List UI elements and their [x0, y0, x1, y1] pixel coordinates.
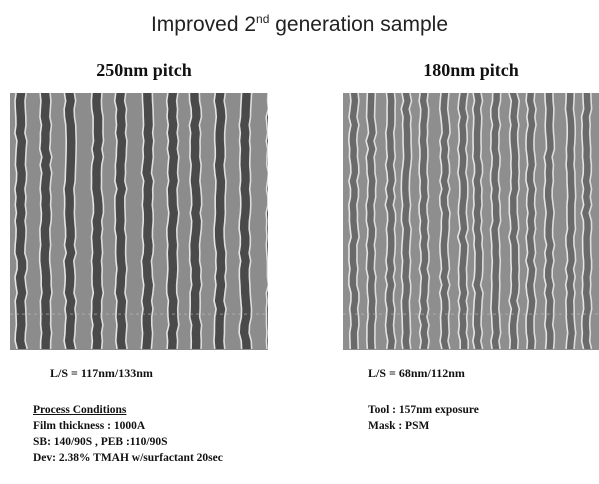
sem-texture: [213, 93, 227, 349]
tool-info: Tool : 157nm exposure Mask : PSM: [368, 402, 479, 434]
sem-texture: [265, 93, 268, 350]
sem-texture: [123, 93, 128, 350]
sem-texture: [90, 93, 95, 350]
process-conditions: Process Conditions Film thickness : 1000…: [33, 402, 223, 466]
sem-texture: [384, 93, 389, 350]
sem-texture: [408, 93, 413, 350]
sem-texture: [63, 93, 68, 350]
condition: Film thickness : 1000A: [33, 420, 146, 432]
sem-texture: [24, 93, 28, 350]
tool-line: Tool : 157nm exposure: [368, 404, 479, 416]
sem-texture: [508, 93, 513, 350]
sem-texture: [446, 93, 451, 350]
tool-line: Mask : PSM: [368, 420, 430, 432]
line-space: L/S = 117nm/133nm: [50, 366, 153, 380]
sem-texture: [464, 93, 469, 350]
sem-texture: [14, 93, 28, 349]
panel-heading: 250nm pitch: [96, 60, 192, 80]
sem-texture: [140, 93, 145, 350]
sem-texture: [63, 93, 77, 349]
sem-texture: [400, 93, 405, 350]
sem-texture: [347, 93, 352, 350]
sem-texture: [365, 93, 370, 350]
sem-texture: [223, 93, 228, 350]
sem-texture: [457, 93, 469, 349]
sem-texture: [543, 93, 548, 350]
sem-texture: [580, 93, 585, 350]
sem-texture: [73, 93, 78, 350]
sem-texture: [343, 93, 599, 350]
sem-texture: [166, 93, 179, 349]
sem-texture: [238, 93, 243, 350]
sem-image: [10, 93, 268, 350]
sem-texture: [581, 93, 592, 349]
sem-texture: [239, 93, 252, 349]
sem-texture: [572, 93, 577, 350]
sem-texture: [91, 93, 104, 349]
sem-texture: [48, 93, 53, 350]
sem-texture: [38, 93, 43, 350]
sem-texture: [355, 93, 360, 350]
sem-texture: [248, 93, 253, 350]
title-superscript: nd: [256, 12, 270, 26]
title-text: generation sample: [269, 13, 449, 36]
sem-texture: [426, 93, 431, 350]
sem-texture: [100, 93, 105, 350]
condition: Dev: 2.38% TMAH w/surfactant 20sec: [33, 452, 223, 464]
condition: SB: 140/90S , PEB :110/90S: [33, 436, 168, 448]
sem-texture: [113, 93, 118, 350]
sem-texture: [525, 93, 530, 350]
sem-texture: [564, 93, 569, 350]
sem-texture: [456, 93, 461, 350]
sem-texture: [39, 93, 52, 349]
sem-texture: [489, 93, 494, 350]
sem-texture: [14, 93, 18, 350]
title-text: Improved 2: [150, 13, 257, 36]
sem-texture: [392, 93, 397, 350]
sem-texture: [490, 93, 501, 349]
sem-texture: [175, 93, 180, 350]
sem-texture: [438, 93, 443, 350]
sem-texture: [188, 93, 193, 350]
sem-texture: [373, 93, 378, 350]
sem-texture: [213, 93, 218, 350]
sem-texture: [150, 93, 155, 350]
sem-texture: [418, 93, 430, 349]
sem-texture: [551, 93, 556, 350]
sem-texture: [516, 93, 521, 350]
sem-texture: [533, 93, 538, 350]
sem-texture: [588, 93, 593, 350]
sem-texture: [497, 93, 502, 350]
sem-texture: [114, 93, 128, 349]
sem-texture: [471, 93, 476, 350]
sem-texture: [418, 93, 423, 350]
slide-title: Improved 2nd generation sample: [0, 12, 599, 37]
conditions-heading: Process Conditions: [33, 404, 127, 416]
sem-texture: [479, 93, 484, 350]
sem-texture: [165, 93, 170, 350]
sem-image: [343, 93, 599, 350]
sem-texture: [198, 93, 203, 350]
panel-heading: 180nm pitch: [423, 60, 519, 80]
line-space: L/S = 68nm/112nm: [368, 366, 465, 380]
